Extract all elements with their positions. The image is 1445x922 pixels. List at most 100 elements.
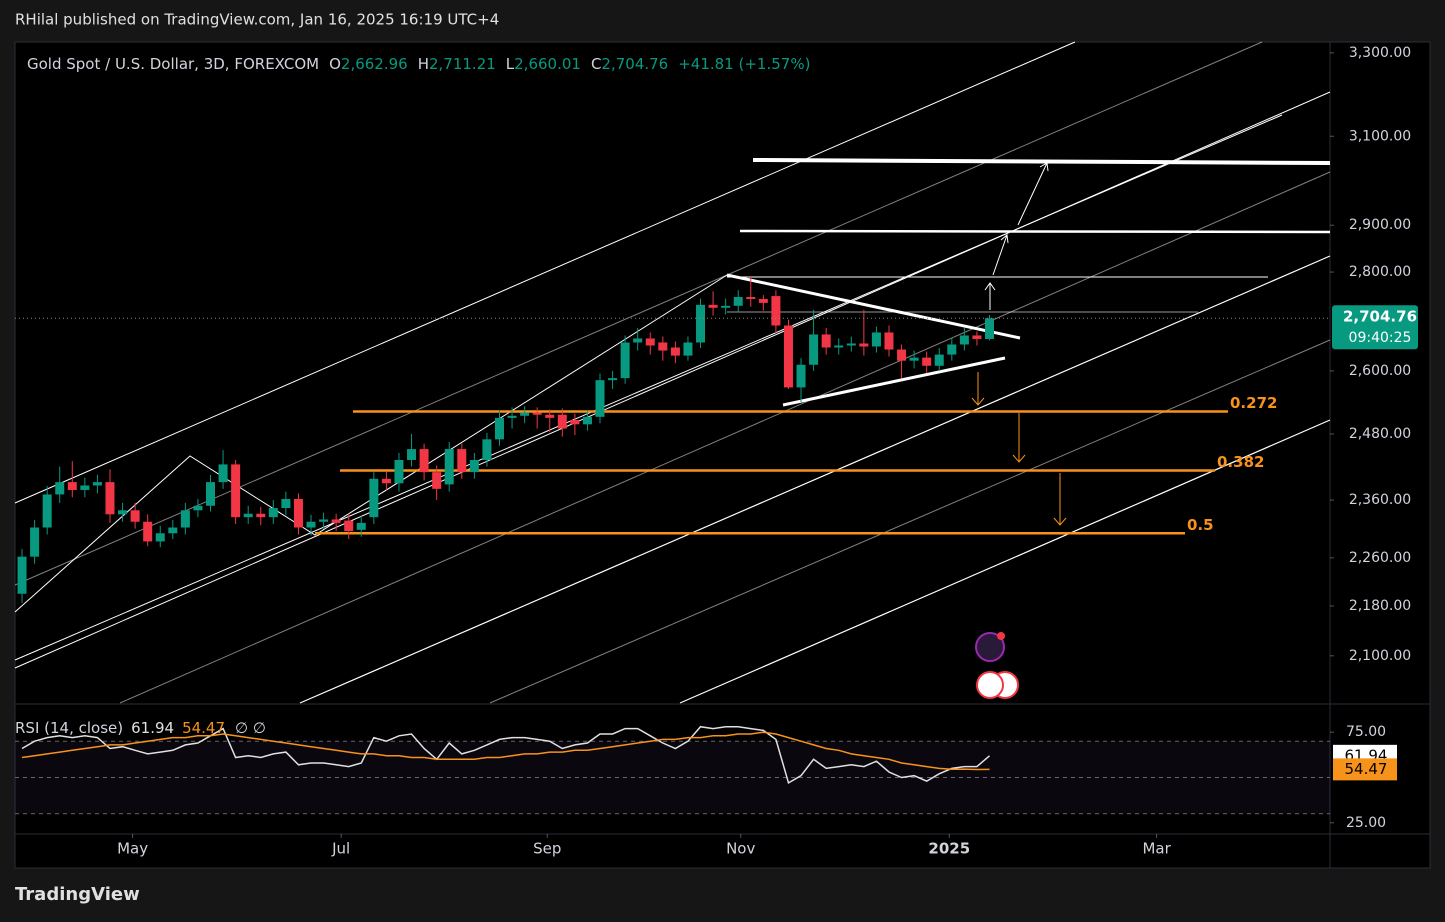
candle-body [947,344,957,355]
zigzag [14,274,728,613]
y-tick-label: 2,360.00 [1349,492,1411,508]
last-price-label: 2,704.76 [1343,308,1417,326]
y-tick-label: 75.00 [1346,724,1386,740]
candle-body [130,510,140,522]
candle-body [972,335,982,339]
candle-body [369,478,379,518]
candle-body [55,482,65,495]
candle-body [381,478,391,484]
countdown: 09:40:25 [1349,330,1412,346]
candle-body [670,347,680,356]
candle-body [721,305,731,308]
x-tick-label: Sep [533,840,561,858]
candle-body [746,297,756,299]
candle-body [243,513,253,518]
candle-body [293,498,303,528]
drawings [14,41,1331,704]
rsi-legend: RSI (14, close) 61.94 54.47 ∅ ∅ [15,719,266,737]
candle-body [733,297,743,306]
candle-body [231,464,241,518]
candle-body [306,521,316,528]
candle-body [545,414,555,418]
candle-body [432,472,442,489]
candle-body [821,334,831,348]
arrow [984,282,996,310]
candle-body [582,416,592,425]
candle-body [834,345,844,348]
candle-body [469,460,479,473]
candle-body [620,342,630,379]
candle-body [407,449,417,461]
candle-body [758,298,768,303]
fib-label: 0.272 [1230,394,1277,412]
legend-item: ∅ ∅ [235,719,266,737]
last-price-box [1332,305,1418,350]
channel-line [489,339,1331,704]
legend-item: 2,711.21 [429,55,496,73]
candle-body [846,343,856,346]
y-tick-label: 2,100.00 [1349,648,1411,664]
candle-body [168,527,178,534]
rsi-value-box [1333,758,1397,781]
candle-body [557,414,567,429]
event-dot [997,632,1005,640]
y-tick-label: 2,900.00 [1349,217,1411,233]
legend-value: 61.94 [131,719,174,737]
rsi-line [21,731,990,771]
x-tick-label: 2025 [928,840,970,858]
candle-body [105,482,115,515]
legend-item: 2,662.96 [341,55,408,73]
rsi-band [15,741,1330,814]
candle-body [281,498,291,509]
legend-item: O [329,55,341,73]
candle-body [934,354,944,366]
candle-body [507,415,517,418]
candle-body [771,296,781,326]
candle-body [633,338,643,343]
chart-frame [14,41,1431,869]
arrow [992,234,1009,276]
arrow [1012,413,1026,463]
arrow [971,372,985,406]
candle-body [520,412,530,416]
event-icon[interactable] [975,632,1005,662]
candle-body [444,449,454,485]
y-tick-label: 2,180.00 [1349,598,1411,614]
candle-body [532,412,542,415]
candle-body [608,378,618,381]
candle-body [909,357,919,361]
rsi-line [21,725,990,785]
flag-icon[interactable] [976,671,1004,699]
candle-body [344,520,354,531]
candle-body [570,420,580,425]
y-tick-label: 25.00 [1346,815,1386,831]
channel-line [119,171,1331,704]
candle-body [42,494,52,528]
channel-line [679,419,1331,704]
candle-body [268,508,278,518]
candle-body [897,349,907,361]
ohlc-legend: Gold Spot / U.S. Dollar, 3D, FOREXCOM O2,… [27,55,810,73]
candle-body [494,417,504,440]
x-tick-label: Jul [331,840,350,858]
legend-value: 54.47 [182,719,225,737]
target-line [752,158,1331,165]
candle-body [180,510,190,528]
candle-body [482,439,492,461]
candle-body [218,464,228,483]
candle-body [67,482,77,490]
arrow [1053,473,1067,526]
fib-label: 0.5 [1187,516,1214,534]
candle-body [17,556,27,594]
candle-body [118,510,128,515]
fib-label: 0.382 [1217,453,1264,471]
legend-item: Gold Spot / U.S. Dollar, 3D, FOREXCOM [27,55,319,73]
candle-body [193,505,203,511]
y-tick-label: 2,600.00 [1349,363,1411,379]
triangle-line [782,356,1006,407]
target-line [739,229,1331,234]
candle-body [331,519,341,523]
candle-body [419,449,429,473]
triangle-line [726,273,1021,340]
